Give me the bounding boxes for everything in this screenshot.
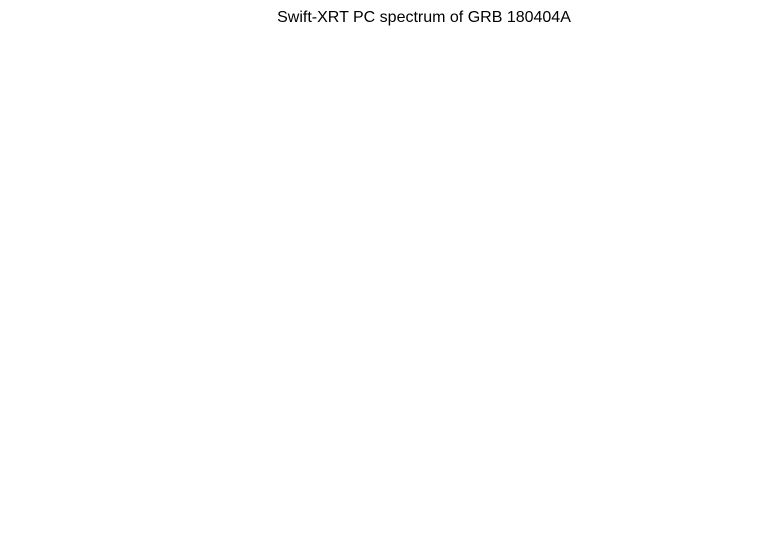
spectrum-chart: Swift-XRT PC spectrum of GRB 180404A xyxy=(0,0,758,556)
chart-title: Swift-XRT PC spectrum of GRB 180404A xyxy=(277,9,571,26)
